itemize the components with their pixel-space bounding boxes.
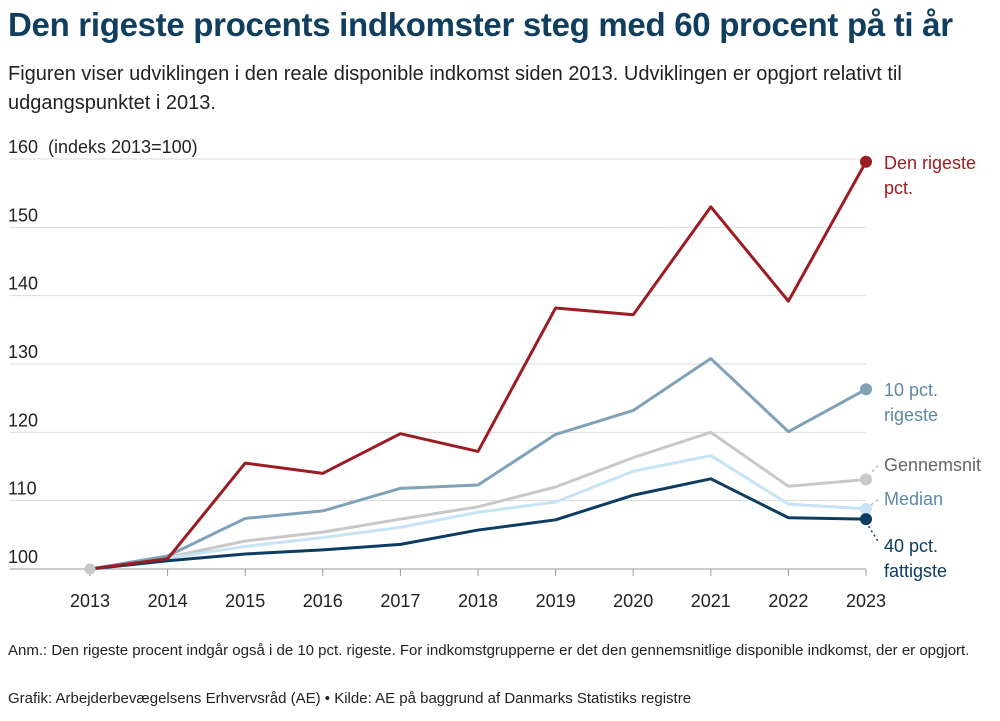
series-end-point bbox=[860, 513, 872, 526]
series-label: 10 pct. bbox=[884, 380, 938, 400]
series-label: rigeste bbox=[884, 405, 938, 425]
series-label: pct. bbox=[884, 178, 913, 198]
start-point bbox=[84, 563, 96, 575]
chart-title: Den rigeste procents indkomster steg med… bbox=[8, 6, 953, 43]
x-tick-label: 2021 bbox=[691, 591, 731, 611]
label-leader bbox=[865, 521, 880, 544]
series-label: Den rigeste bbox=[884, 153, 976, 173]
series-end-point bbox=[860, 383, 872, 396]
x-tick-label: 2014 bbox=[148, 591, 188, 611]
y-tick-label: 150 bbox=[8, 205, 38, 225]
label-leader bbox=[871, 463, 880, 473]
y-tick-label: 130 bbox=[8, 342, 38, 362]
series-label: Median bbox=[884, 489, 943, 509]
y-axis-label: (indeks 2013=100) bbox=[48, 137, 198, 157]
x-tick-label: 2016 bbox=[303, 591, 343, 611]
y-tick-label: 140 bbox=[8, 274, 38, 294]
series-label: fattigste bbox=[884, 561, 947, 581]
y-tick-label: 110 bbox=[8, 479, 37, 499]
y-tick-label: 160 bbox=[8, 137, 38, 157]
series-line bbox=[88, 477, 868, 571]
series-end-point bbox=[860, 155, 872, 168]
chart-footnote: Anm.: Den rigeste procent indgår også i … bbox=[8, 642, 970, 659]
x-tick-label: 2022 bbox=[768, 591, 808, 611]
x-tick-label: 2017 bbox=[380, 591, 420, 611]
y-tick-label: 100 bbox=[8, 547, 38, 567]
series-end-point bbox=[860, 502, 872, 515]
x-tick-label: 2019 bbox=[536, 591, 576, 611]
chart-subtitle: Figuren viser udviklingen i den reale di… bbox=[8, 63, 902, 114]
series-label: Gennemsnit bbox=[884, 455, 981, 475]
chart-source: Grafik: Arbejderbevægelsens Erhvervsråd … bbox=[8, 690, 692, 707]
series-line bbox=[88, 160, 868, 571]
x-tick-label: 2013 bbox=[70, 591, 110, 611]
y-tick-label: 120 bbox=[8, 410, 38, 430]
x-tick-label: 2015 bbox=[225, 591, 265, 611]
series-end-point bbox=[860, 473, 872, 486]
x-tick-label: 2018 bbox=[458, 591, 498, 611]
series-line bbox=[88, 357, 868, 571]
x-tick-label: 2020 bbox=[613, 591, 653, 611]
series-line bbox=[88, 454, 868, 571]
series-line bbox=[88, 430, 868, 571]
x-tick-label: 2023 bbox=[846, 591, 886, 611]
series-label: 40 pct. bbox=[884, 536, 938, 556]
label-leader bbox=[870, 498, 880, 506]
